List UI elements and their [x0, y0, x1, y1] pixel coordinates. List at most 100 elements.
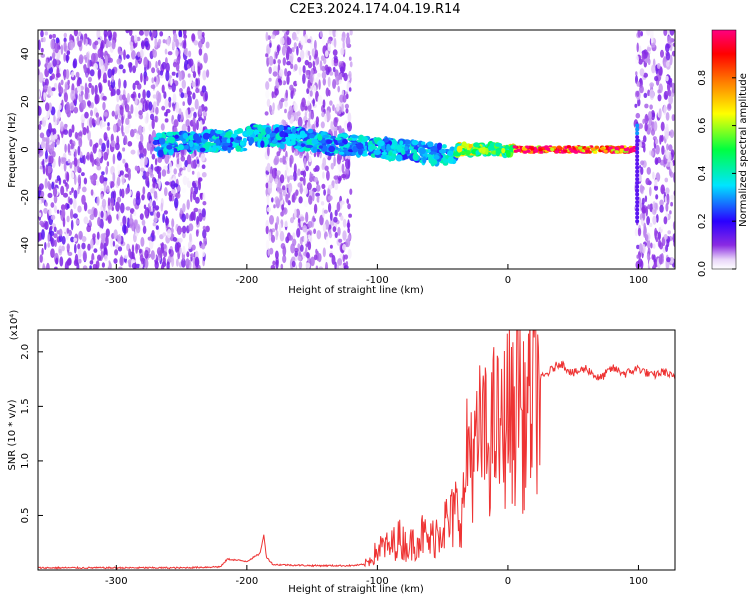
spectrogram-cell: [56, 59, 60, 65]
spectrogram-cell: [113, 258, 118, 264]
spectrogram-cell: [41, 247, 44, 256]
spectrogram-cell: [281, 204, 284, 211]
snr-y-ticks: 0.5 1.0 1.5 2.0: [20, 344, 43, 523]
spectrogram-cell: [142, 89, 146, 100]
spectrogram-cell: [344, 120, 348, 130]
spectrogram-cell: [181, 258, 186, 268]
spectrogram-cell: [156, 98, 160, 107]
spectrogram-cell: [155, 225, 159, 230]
spectrogram-cell: [173, 119, 179, 128]
spectrogram-cell: [282, 207, 288, 215]
spectrogram-cell: [291, 138, 296, 146]
spectrogram-cell: [333, 156, 336, 167]
spectrogram-cell: [63, 225, 67, 233]
spectrogram-cell: [322, 171, 325, 179]
spectrogram-cell: [121, 174, 125, 186]
spectrogram-cell: [123, 79, 127, 89]
spectrogram-cell: [303, 176, 306, 186]
spectrogram-cell: [56, 209, 60, 214]
spectrogram-cell: [269, 215, 274, 225]
spectrogram-cell: [636, 254, 640, 259]
spectrogram-cell: [160, 123, 165, 131]
spectrogram-cell: [56, 117, 60, 125]
spectrogram-cell: [305, 165, 309, 172]
spectrogram-cell: [116, 58, 122, 65]
spectrogram-cell: [306, 38, 312, 44]
colorbar-gradient: [711, 29, 737, 270]
spectrogram-cell: [79, 54, 84, 64]
spectrogram-cell: [418, 147, 426, 155]
spectrogram-cell: [657, 94, 662, 102]
spectrogram-cell: [268, 66, 272, 75]
snr-x-tick-label: 0: [505, 576, 511, 587]
spectrogram-cell: [298, 196, 303, 204]
spectrogram-cell: [82, 154, 86, 165]
spectrogram-cell: [350, 134, 359, 139]
spectrogram-cell: [272, 58, 276, 65]
spectrogram-cell: [347, 203, 351, 210]
spectrogram-cell: [138, 30, 144, 36]
spectrogram-cell: [116, 164, 121, 175]
spectrogram-x-tick-label: -100: [366, 275, 389, 286]
spectrogram-cell: [81, 236, 87, 242]
spectrogram-cell: [117, 126, 121, 132]
spectrogram-cell: [198, 48, 203, 56]
spectrogram-cell: [152, 200, 157, 208]
spectrogram-cell: [149, 199, 153, 207]
spectrogram-cell: [566, 145, 572, 149]
spectrogram-cell: [61, 208, 66, 218]
spectrogram-cell: [332, 66, 336, 73]
snr-y-axis-label: SNR (10 * v/v): [7, 399, 18, 470]
spectrogram-cell: [337, 85, 341, 93]
spectrogram-cell: [201, 242, 206, 250]
spectrogram-cell: [327, 195, 333, 201]
spectrogram-cell: [164, 118, 169, 123]
spectrogram-cell: [271, 167, 277, 179]
spectrogram-cell: [83, 33, 86, 45]
snr-background: [38, 330, 675, 570]
spectrogram-cell: [642, 135, 647, 143]
spectrogram-cell: [291, 260, 296, 268]
spectrogram-cell: [73, 189, 78, 199]
spectrogram-cell: [135, 243, 139, 254]
spectrogram-cell: [60, 204, 66, 211]
spectrogram-cell: [152, 222, 157, 227]
spectrogram-cell: [108, 57, 113, 63]
spectrogram-cell: [665, 112, 670, 121]
spectrogram-cell: [346, 198, 350, 204]
spectrogram-cell: [636, 90, 640, 97]
spectrogram-cell: [43, 116, 49, 121]
spectrogram-cell: [143, 148, 147, 157]
spectrogram-cell: [279, 37, 285, 45]
spectrogram-cell: [655, 194, 659, 200]
spectrogram-cell: [179, 207, 183, 215]
spectrogram-cell: [48, 155, 54, 165]
spectrogram-cell: [222, 142, 231, 146]
spectrogram-cell: [161, 84, 165, 94]
spectrogram-cell: [655, 237, 659, 243]
spectrogram-cell: [81, 186, 87, 193]
spectrogram-cell: [169, 166, 173, 177]
spectrogram-cell: [322, 78, 326, 86]
spectrogram-cell: [279, 230, 285, 242]
spectrogram-cell: [163, 210, 168, 215]
spectrogram-cell: [308, 195, 313, 205]
spectrogram-cell: [44, 242, 47, 250]
spectrogram-cell: [150, 188, 156, 194]
spectrogram-cell: [281, 185, 286, 191]
spectrogram-cell: [411, 139, 419, 146]
spectrogram-cell: [635, 188, 640, 193]
spectrogram-cell: [178, 71, 183, 82]
spectrogram-cell: [635, 215, 640, 220]
spectrogram-cell: [638, 151, 641, 161]
spectrogram-cell: [320, 201, 325, 206]
spectrogram-cell: [181, 213, 186, 223]
spectrogram-cell: [267, 248, 271, 256]
spectrogram-cell: [121, 123, 124, 135]
spectrogram-cell: [294, 250, 299, 257]
spectrogram-cell: [336, 201, 341, 212]
spectrogram-cell: [152, 94, 157, 99]
spectrogram-cell: [282, 254, 287, 264]
spectrogram-cell: [322, 207, 325, 218]
spectrogram-cell: [176, 258, 179, 267]
